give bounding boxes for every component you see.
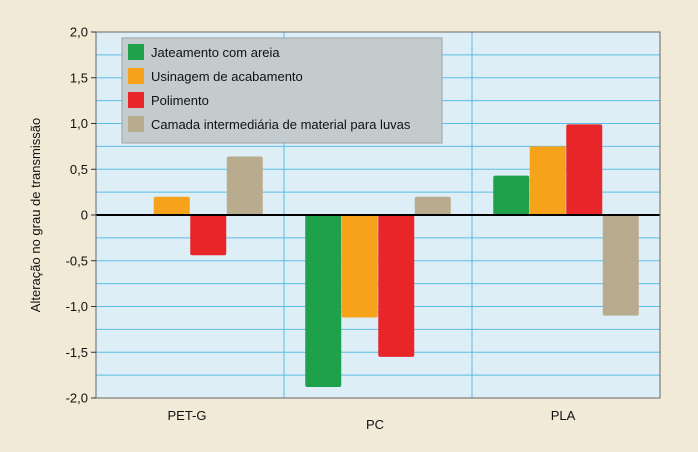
bar [529,146,566,215]
legend-label: Camada intermediária de material para lu… [151,117,411,132]
bar [566,124,603,215]
y-tick-label: 1,5 [70,70,88,85]
legend-box [121,37,443,144]
bar [602,215,639,316]
bar [414,196,451,215]
y-tick-label: 0 [81,208,88,223]
y-tick-label: 2,0 [70,25,88,40]
y-tick-label: -0,5 [66,253,88,268]
y-tick-label: 1,0 [70,116,88,131]
legend-swatch [128,116,144,132]
legend-label: Jateamento com areia [151,45,280,60]
x-category-label: PC [366,417,384,432]
legend-label: Polimento [151,93,209,108]
x-category-label: PET-G [167,408,206,423]
bars [153,124,639,388]
bar [226,156,263,215]
bar [493,175,530,215]
bar [153,196,190,215]
legend-swatch [128,92,144,108]
bar [190,215,227,256]
legend-label: Usinagem de acabamento [151,69,303,84]
y-tick-label: -1,5 [66,345,88,360]
legend-swatch [128,68,144,84]
legend-swatch [128,44,144,60]
y-axis: 2,0 1,5 1,0 0,5 0 -0,5 -1,0 -1,5 -2,0 [66,25,96,406]
y-tick-label: 0,5 [70,162,88,177]
legend: Jateamento com areia Usinagem de acabamen… [121,37,443,144]
x-axis: PET-G PC PLA [167,408,575,432]
bar [341,215,378,318]
y-tick-label: -2,0 [66,391,88,406]
bar [378,215,415,357]
y-axis-label: Alteração no grau de transmissão [28,118,43,312]
y-tick-label: -1,0 [66,299,88,314]
x-category-label: PLA [551,408,576,423]
bar [305,215,342,388]
